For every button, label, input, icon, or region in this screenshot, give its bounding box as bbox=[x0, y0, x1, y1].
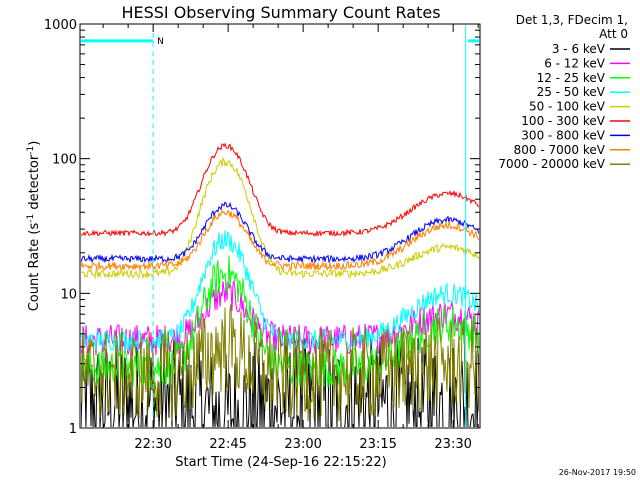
legend-label-0: 3 - 6 keV bbox=[552, 42, 606, 56]
ylabel-sup2: -1 bbox=[26, 146, 36, 155]
x-tick-label-1: 22:45 bbox=[209, 437, 246, 452]
series-line-4 bbox=[81, 156, 479, 280]
legend-label-1: 6 - 12 keV bbox=[544, 56, 606, 70]
legend-header-2: Att 0 bbox=[599, 27, 628, 41]
y-tick-label-0: 1 bbox=[69, 422, 77, 437]
ylabel-end: ) bbox=[27, 141, 42, 146]
x-tick-label-0: 22:30 bbox=[134, 437, 171, 452]
x-tick-label-3: 23:15 bbox=[359, 437, 396, 452]
marker-layer: N bbox=[81, 25, 479, 427]
x-axis-label: Start Time (24-Sep-16 22:15:22) bbox=[175, 455, 386, 470]
x-tick-label-4: 23:30 bbox=[434, 437, 471, 452]
ylabel-mid: detector bbox=[27, 154, 42, 214]
legend-label-5: 100 - 300 keV bbox=[521, 114, 605, 128]
legend-label-2: 12 - 25 keV bbox=[537, 71, 606, 85]
legend-label-7: 800 - 7000 keV bbox=[514, 143, 606, 157]
footer-date: 26-Nov-2017 19:50 bbox=[559, 468, 636, 477]
legend-label-3: 25 - 50 keV bbox=[537, 85, 606, 99]
legend-header-1: Det 1,3, FDecim 1, bbox=[516, 13, 628, 27]
series-layer bbox=[81, 142, 479, 427]
y-axis-ticks: 1 10 100 1000 bbox=[44, 18, 480, 437]
y-tick-label-3: 1000 bbox=[44, 18, 77, 33]
series-line-7 bbox=[81, 209, 479, 272]
legend-label-6: 300 - 800 keV bbox=[521, 128, 605, 142]
ylabel-sup1: -1 bbox=[26, 214, 36, 223]
series-line-6 bbox=[81, 201, 479, 265]
y-tick-label-2: 100 bbox=[52, 153, 77, 168]
x-axis-ticks: 22:30 22:45 23:00 23:15 23:30 bbox=[102, 24, 479, 452]
legend-label-4: 50 - 100 keV bbox=[529, 100, 606, 114]
plot-frame bbox=[79, 23, 481, 429]
ylabel-main: Count Rate (s bbox=[27, 223, 42, 312]
series-line-8 bbox=[81, 304, 479, 422]
y-axis-label: Count Rate (s-1 detector-1) bbox=[26, 141, 42, 312]
chart-title: HESSI Observing Summary Count Rates bbox=[121, 3, 440, 22]
x-tick-label-2: 23:00 bbox=[284, 437, 321, 452]
legend-label-8: 7000 - 20000 keV bbox=[498, 157, 605, 171]
series-line-0 bbox=[81, 337, 479, 427]
marker-label: N bbox=[157, 37, 164, 47]
y-tick-label-1: 10 bbox=[60, 287, 77, 302]
series-line-5 bbox=[81, 142, 479, 238]
